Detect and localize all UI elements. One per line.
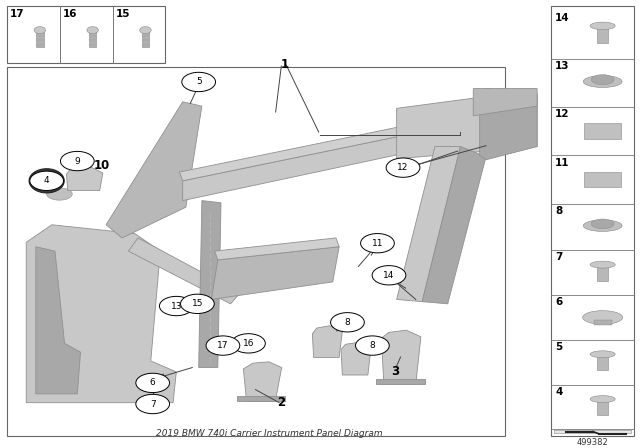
Polygon shape [479, 94, 537, 160]
Ellipse shape [136, 394, 170, 414]
Text: 15: 15 [116, 9, 131, 19]
Text: 5: 5 [196, 78, 202, 86]
Ellipse shape [159, 297, 193, 316]
Polygon shape [473, 89, 537, 116]
Text: 4: 4 [44, 177, 49, 185]
Polygon shape [198, 201, 221, 367]
Text: 4: 4 [555, 387, 563, 397]
Ellipse shape [590, 396, 615, 402]
Text: 16: 16 [63, 9, 77, 19]
Bar [593, 320, 612, 325]
Ellipse shape [582, 310, 623, 324]
Text: 2: 2 [278, 396, 285, 409]
Ellipse shape [355, 336, 389, 355]
Polygon shape [381, 330, 421, 384]
Bar [36, 30, 44, 47]
Bar [89, 30, 97, 47]
Ellipse shape [47, 188, 72, 200]
Text: 8: 8 [344, 318, 350, 327]
Bar [141, 30, 149, 47]
Bar [584, 172, 621, 187]
Text: 17: 17 [10, 9, 25, 19]
Ellipse shape [331, 313, 364, 332]
Ellipse shape [29, 169, 64, 193]
Bar [551, 6, 634, 435]
Text: 8: 8 [555, 206, 563, 216]
Ellipse shape [60, 151, 94, 171]
Polygon shape [26, 225, 176, 403]
Text: 17: 17 [217, 341, 228, 350]
Bar [597, 265, 609, 280]
Ellipse shape [372, 266, 406, 285]
Text: 10: 10 [93, 159, 109, 172]
Text: 2019 BMW 740i Carrier Instrument Panel Diagram: 2019 BMW 740i Carrier Instrument Panel D… [156, 429, 382, 438]
Text: 14: 14 [555, 13, 570, 22]
Text: 11: 11 [555, 158, 570, 168]
Ellipse shape [360, 233, 394, 253]
Polygon shape [211, 247, 339, 299]
Polygon shape [341, 343, 371, 375]
Polygon shape [106, 102, 202, 238]
Text: 1: 1 [281, 58, 289, 71]
Polygon shape [397, 89, 537, 159]
Text: 13: 13 [555, 61, 570, 71]
Bar [597, 399, 609, 415]
Ellipse shape [591, 75, 614, 85]
Polygon shape [376, 379, 426, 384]
Polygon shape [36, 247, 81, 394]
Text: 8: 8 [369, 341, 375, 350]
Text: 15: 15 [191, 299, 203, 308]
Polygon shape [214, 238, 339, 260]
Bar [554, 431, 631, 433]
Polygon shape [179, 115, 461, 181]
Polygon shape [182, 124, 461, 201]
Ellipse shape [34, 26, 45, 34]
Ellipse shape [590, 351, 615, 358]
Polygon shape [243, 362, 282, 401]
Polygon shape [312, 326, 342, 358]
Bar [7, 6, 166, 63]
Polygon shape [237, 396, 285, 401]
Text: 6: 6 [555, 297, 563, 307]
Ellipse shape [136, 373, 170, 392]
Ellipse shape [38, 175, 56, 187]
Ellipse shape [583, 76, 622, 87]
Text: 5: 5 [555, 342, 563, 352]
Polygon shape [422, 146, 486, 304]
Polygon shape [129, 238, 240, 304]
Text: 499382: 499382 [577, 438, 609, 447]
Polygon shape [397, 146, 461, 302]
Text: 3: 3 [391, 366, 399, 379]
Text: 16: 16 [243, 339, 254, 348]
Ellipse shape [386, 158, 420, 177]
Text: 6: 6 [150, 379, 156, 388]
Text: 7: 7 [555, 252, 563, 263]
Polygon shape [67, 167, 103, 190]
Ellipse shape [591, 219, 614, 229]
Text: 12: 12 [555, 109, 570, 119]
Ellipse shape [140, 26, 151, 34]
Bar [584, 123, 621, 139]
Ellipse shape [590, 22, 615, 30]
Ellipse shape [583, 220, 622, 232]
Ellipse shape [30, 171, 63, 190]
Bar [597, 26, 609, 43]
Text: 14: 14 [383, 271, 395, 280]
Text: 13: 13 [171, 302, 182, 310]
Ellipse shape [590, 261, 615, 268]
Ellipse shape [180, 294, 214, 314]
Ellipse shape [232, 334, 266, 353]
Bar [7, 67, 505, 435]
Ellipse shape [206, 336, 240, 355]
Text: 9: 9 [74, 156, 80, 166]
Text: 7: 7 [150, 400, 156, 409]
Ellipse shape [182, 72, 216, 92]
Bar [597, 354, 609, 370]
Ellipse shape [87, 26, 99, 34]
Text: 11: 11 [372, 239, 383, 248]
Text: 12: 12 [397, 163, 409, 172]
